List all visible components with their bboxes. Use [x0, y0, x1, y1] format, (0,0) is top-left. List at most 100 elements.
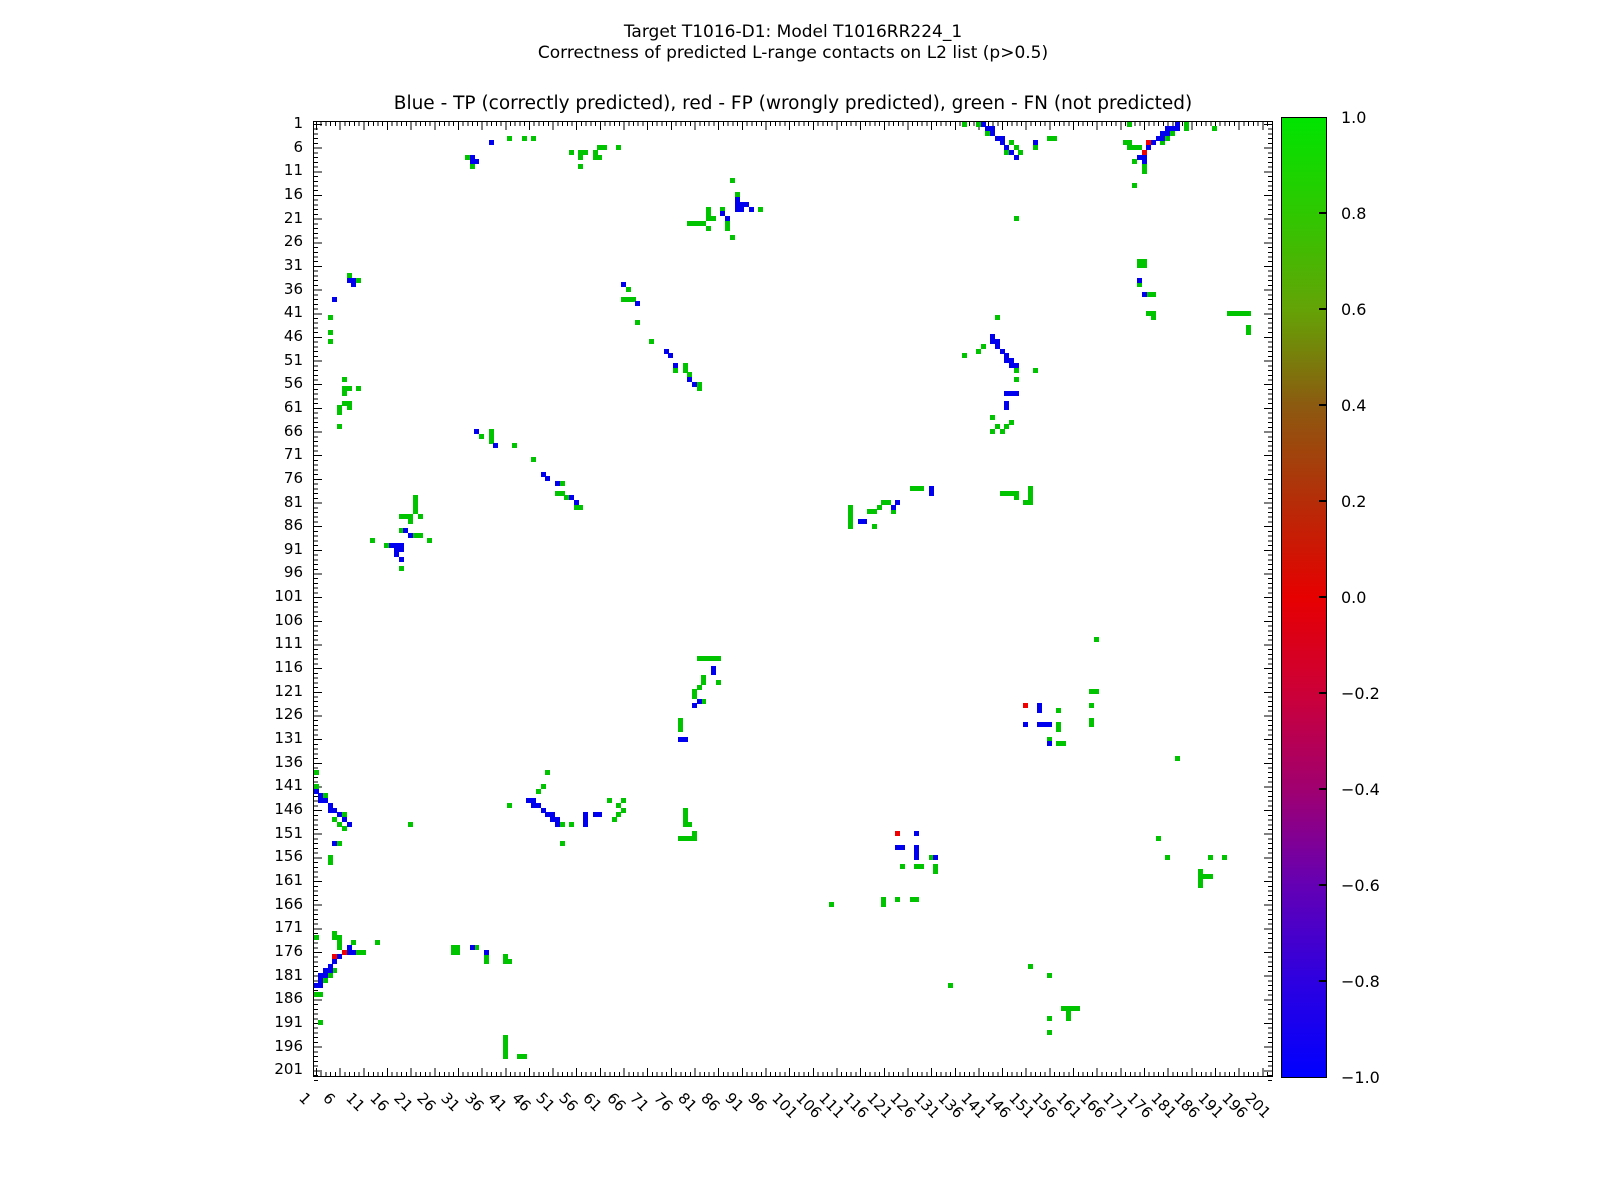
- cell-tp: [569, 495, 574, 501]
- cell-tp: [403, 528, 409, 534]
- cell-fn: [1136, 263, 1142, 269]
- cell-tp: [322, 973, 328, 979]
- cell-tp: [583, 821, 589, 827]
- colorbar-tick-mark: [1319, 404, 1326, 406]
- colorbar-tick-label: 0.6: [1341, 300, 1367, 319]
- x-tick-label: 91: [721, 1089, 748, 1116]
- y-tick-label: 186: [274, 989, 303, 1008]
- cell-fn: [919, 485, 925, 491]
- cell-fn: [469, 164, 475, 170]
- cell-fn: [569, 149, 574, 155]
- cell-fn: [682, 812, 688, 818]
- cell-fn: [914, 897, 920, 903]
- cell-fn: [1061, 741, 1067, 747]
- cell-fn: [512, 443, 518, 449]
- cell-fn: [606, 798, 612, 804]
- cell-fn: [994, 315, 1000, 321]
- cell-tp: [990, 126, 996, 132]
- cell-fn: [1207, 873, 1213, 879]
- cell-fn: [1013, 216, 1019, 222]
- y-tick-label: 146: [274, 800, 303, 819]
- cell-fn: [1150, 291, 1156, 297]
- cell-fn: [602, 145, 608, 151]
- cell-fn: [1174, 755, 1180, 761]
- cell-fn: [1075, 1006, 1081, 1012]
- cell-fn: [677, 727, 683, 733]
- cell-fn: [332, 968, 338, 974]
- cell-fn: [313, 769, 319, 775]
- cell-tp: [393, 547, 399, 553]
- x-tick-label: 41: [484, 1089, 511, 1116]
- cell-tp: [1004, 145, 1010, 151]
- cell-fn: [559, 481, 565, 487]
- cell-fn: [1009, 140, 1015, 146]
- cell-tp: [890, 504, 896, 510]
- cell-tp: [744, 201, 750, 207]
- cell-fn: [427, 537, 433, 543]
- cell-fn: [961, 121, 967, 127]
- y-tick-label: 66: [283, 421, 303, 440]
- cell-fn: [531, 457, 537, 463]
- y-tick-label: 91: [283, 539, 303, 558]
- cell-tp: [1174, 121, 1180, 127]
- cell-fn: [341, 400, 347, 406]
- cell-fn: [483, 958, 489, 964]
- cell-fn: [502, 1053, 508, 1059]
- cell-tp: [327, 963, 333, 969]
- cell-tp: [1032, 140, 1038, 146]
- colorbar-tick-label: −0.8: [1341, 972, 1380, 991]
- y-tick-label: 116: [274, 658, 303, 677]
- cell-fn: [356, 949, 362, 955]
- cell-tp: [739, 201, 745, 207]
- cell-fn: [1184, 121, 1190, 127]
- cell-fn: [332, 935, 338, 941]
- cell-fn: [621, 807, 627, 813]
- cell-fn: [341, 386, 347, 392]
- cell-tp: [990, 339, 996, 345]
- cell-fn: [398, 514, 404, 520]
- cell-fn: [706, 211, 712, 217]
- x-tick-label: 31: [437, 1089, 464, 1116]
- cell-tp: [1046, 722, 1052, 728]
- cell-fn: [692, 835, 698, 841]
- cell-fn: [758, 206, 764, 212]
- cell-fn: [696, 684, 702, 690]
- y-tick-label: 161: [274, 871, 303, 890]
- cell-fn: [403, 514, 409, 520]
- y-tick-label: 11: [283, 161, 303, 180]
- cell-fn: [706, 216, 712, 222]
- cell-fn: [370, 537, 376, 543]
- cell-fn: [829, 902, 835, 908]
- cell-fn: [706, 656, 712, 662]
- cell-fn: [516, 1053, 522, 1059]
- cell-tp: [493, 443, 499, 449]
- cell-tp: [1042, 722, 1048, 728]
- cell-fn: [455, 944, 461, 950]
- y-tick-label: 26: [283, 232, 303, 251]
- cell-tp: [1169, 126, 1175, 132]
- cell-tp: [488, 140, 494, 146]
- cell-tp: [1046, 741, 1052, 747]
- colorbar-tick-label: −0.2: [1341, 684, 1380, 703]
- cell-fn: [919, 864, 925, 870]
- cell-fn: [1027, 490, 1033, 496]
- cell-fn: [1094, 637, 1100, 643]
- cell-fn: [535, 788, 541, 794]
- cell-fn: [502, 1044, 508, 1050]
- cell-tp: [573, 500, 579, 506]
- cell-fn: [564, 495, 570, 501]
- cell-tp: [928, 485, 934, 491]
- cell-fn: [1013, 377, 1019, 382]
- cell-fn: [384, 542, 390, 548]
- cell-fn: [318, 1020, 324, 1026]
- cell-fn: [488, 438, 494, 444]
- cell-tp: [734, 206, 740, 212]
- y-tick-label: 101: [274, 587, 303, 606]
- cell-fn: [909, 485, 915, 491]
- cell-tp: [994, 343, 1000, 349]
- cell-fn: [1065, 1006, 1071, 1012]
- cell-tp: [1004, 353, 1010, 359]
- cell-fn: [933, 869, 939, 875]
- y-tick-label: 131: [274, 729, 303, 748]
- cell-tp: [1160, 135, 1166, 141]
